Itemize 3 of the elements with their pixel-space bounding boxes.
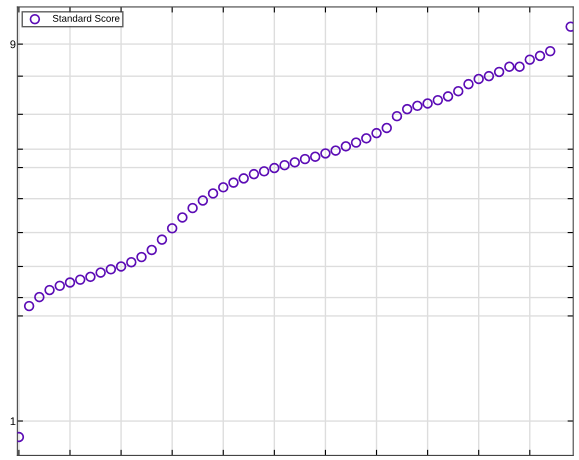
legend-label: Standard Score: [52, 14, 120, 22]
y-tick-label: 9: [10, 40, 16, 48]
y-tick-label: 1: [10, 417, 16, 426]
